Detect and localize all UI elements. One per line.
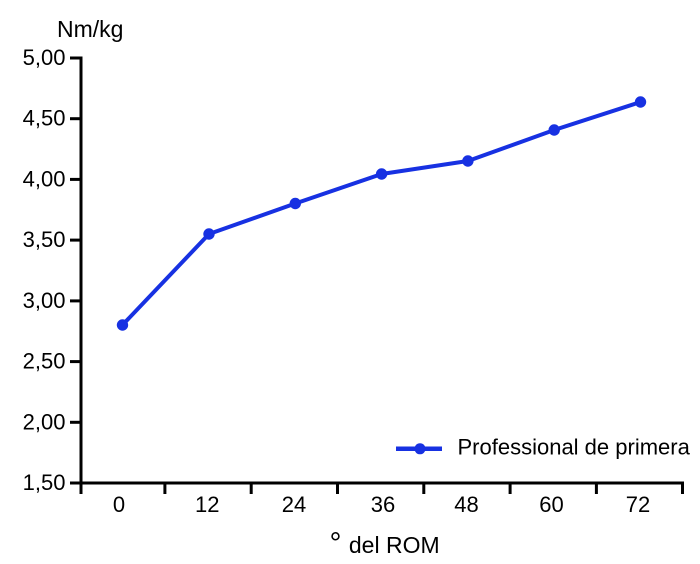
svg-text:1,50: 1,50 [23,470,66,495]
svg-text:3,50: 3,50 [23,227,66,252]
svg-text:2,00: 2,00 [23,409,66,434]
svg-text:Nm/kg: Nm/kg [57,16,123,42]
svg-text:60: 60 [539,492,563,517]
svg-text:4,00: 4,00 [23,166,66,191]
svg-text:24: 24 [282,492,306,517]
svg-text:36: 36 [371,492,395,517]
svg-text:12: 12 [195,492,219,517]
svg-text:2,50: 2,50 [23,349,66,374]
svg-text:Professional de primera: Professional de primera [458,434,691,459]
svg-text:3,00: 3,00 [23,288,66,313]
svg-text:0: 0 [113,492,125,517]
svg-text:48: 48 [454,492,478,517]
svg-text:4,50: 4,50 [23,106,66,131]
svg-text:° del ROM: ° del ROM [330,527,440,560]
svg-text:5,00: 5,00 [23,45,66,70]
svg-text:72: 72 [626,492,650,517]
